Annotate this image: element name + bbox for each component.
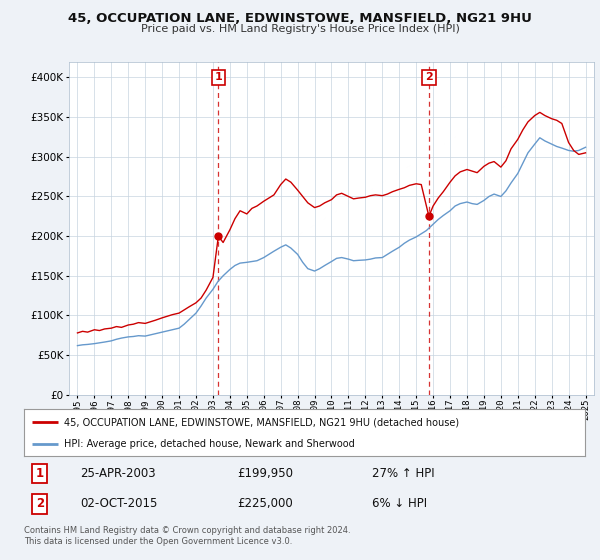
Text: 45, OCCUPATION LANE, EDWINSTOWE, MANSFIELD, NG21 9HU (detached house): 45, OCCUPATION LANE, EDWINSTOWE, MANSFIE… [64,417,460,427]
Text: 27% ↑ HPI: 27% ↑ HPI [372,467,434,480]
Text: Contains HM Land Registry data © Crown copyright and database right 2024.
This d: Contains HM Land Registry data © Crown c… [24,526,350,546]
Text: 02-OCT-2015: 02-OCT-2015 [80,497,157,510]
Text: HPI: Average price, detached house, Newark and Sherwood: HPI: Average price, detached house, Newa… [64,438,355,449]
Text: 2: 2 [425,72,433,82]
Text: 1: 1 [35,467,44,480]
Text: 6% ↓ HPI: 6% ↓ HPI [372,497,427,510]
Text: £199,950: £199,950 [237,467,293,480]
Text: Price paid vs. HM Land Registry's House Price Index (HPI): Price paid vs. HM Land Registry's House … [140,24,460,34]
Text: 2: 2 [35,497,44,510]
Text: 1: 1 [214,72,222,82]
Text: £225,000: £225,000 [237,497,293,510]
Text: 45, OCCUPATION LANE, EDWINSTOWE, MANSFIELD, NG21 9HU: 45, OCCUPATION LANE, EDWINSTOWE, MANSFIE… [68,12,532,25]
Text: 25-APR-2003: 25-APR-2003 [80,467,156,480]
